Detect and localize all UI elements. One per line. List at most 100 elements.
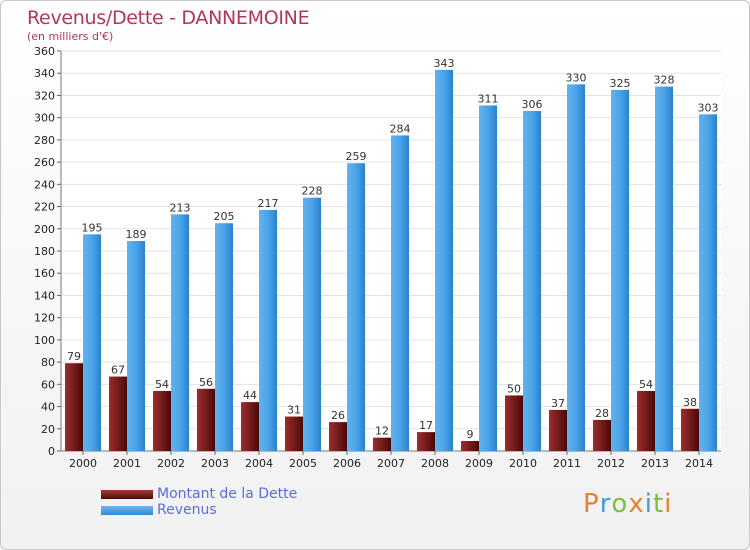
y-tick-label: 140 xyxy=(34,289,55,302)
revenue-bar xyxy=(215,223,233,451)
y-tick-label: 0 xyxy=(48,445,55,458)
revenue-value-label: 343 xyxy=(434,57,455,70)
debt-value-label: 17 xyxy=(419,419,433,432)
x-tick-label: 2009 xyxy=(465,457,493,470)
revenue-bar xyxy=(171,214,189,451)
revenue-value-label: 205 xyxy=(214,210,235,223)
debt-value-label: 9 xyxy=(467,428,474,441)
revenue-bar xyxy=(567,84,585,451)
x-tick-label: 2003 xyxy=(201,457,229,470)
debt-bar xyxy=(681,408,699,451)
debt-bar xyxy=(65,363,83,451)
debt-value-label: 67 xyxy=(111,364,125,377)
revenue-value-label: 213 xyxy=(170,201,191,214)
y-tick-label: 20 xyxy=(41,423,55,436)
revenue-bar xyxy=(83,234,101,451)
debt-value-label: 54 xyxy=(639,378,653,391)
revenue-value-label: 195 xyxy=(82,221,103,234)
debt-bar xyxy=(593,419,611,451)
y-tick-label: 240 xyxy=(34,178,55,191)
debt-value-label: 79 xyxy=(67,350,81,363)
debt-bar xyxy=(241,402,259,451)
debt-value-label: 54 xyxy=(155,378,169,391)
revenue-bar xyxy=(259,209,277,451)
y-tick-label: 360 xyxy=(34,45,55,58)
x-tick-label: 2008 xyxy=(421,457,449,470)
revenue-bar xyxy=(347,163,365,451)
debt-value-label: 37 xyxy=(551,397,565,410)
revenue-value-label: 303 xyxy=(698,101,719,114)
x-tick-label: 2011 xyxy=(553,457,581,470)
x-tick-label: 2005 xyxy=(289,457,317,470)
x-tick-label: 2000 xyxy=(69,457,97,470)
legend-swatch-revenue xyxy=(101,505,153,515)
logo-letter: i xyxy=(644,489,653,519)
logo-letter: o xyxy=(611,489,629,519)
debt-bar xyxy=(197,388,215,451)
debt-value-label: 38 xyxy=(683,396,697,409)
legend-label-revenue: Revenus xyxy=(157,502,217,518)
y-tick-label: 260 xyxy=(34,156,55,169)
debt-value-label: 26 xyxy=(331,409,345,422)
debt-value-label: 56 xyxy=(199,376,213,389)
y-tick-label: 340 xyxy=(34,67,55,80)
logo-letter: i xyxy=(664,489,673,519)
logo-letter: t xyxy=(652,489,665,519)
revenue-value-label: 306 xyxy=(522,98,543,111)
x-tick-label: 2012 xyxy=(597,457,625,470)
x-tick-label: 2004 xyxy=(245,457,273,470)
legend-item-revenue: Revenus xyxy=(101,502,297,518)
revenue-bar xyxy=(303,197,321,451)
legend-label-debt: Montant de la Dette xyxy=(157,486,298,502)
y-tick-label: 120 xyxy=(34,312,55,325)
revenue-bar xyxy=(523,111,541,451)
revenue-value-label: 284 xyxy=(390,122,411,135)
x-tick-label: 2013 xyxy=(641,457,669,470)
logo-letter: r xyxy=(599,489,612,519)
revenue-value-label: 330 xyxy=(566,71,587,84)
revenue-value-label: 228 xyxy=(302,185,323,198)
debt-value-label: 28 xyxy=(595,407,609,420)
revenue-value-label: 325 xyxy=(610,77,631,90)
legend-item-debt: Montant de la Dette xyxy=(101,486,297,502)
debt-bar xyxy=(329,422,347,451)
revenue-value-label: 217 xyxy=(258,197,279,210)
revenue-value-label: 189 xyxy=(126,228,147,241)
debt-value-label: 50 xyxy=(507,382,521,395)
y-tick-label: 60 xyxy=(41,378,55,391)
proxiti-logo: Proxiti xyxy=(583,489,672,519)
legend-swatch-debt xyxy=(101,489,153,499)
y-tick-label: 160 xyxy=(34,267,55,280)
debt-value-label: 44 xyxy=(243,389,257,402)
revenue-bar xyxy=(655,86,673,452)
debt-bar xyxy=(461,441,479,451)
revenue-value-label: 311 xyxy=(478,92,499,105)
y-tick-label: 280 xyxy=(34,134,55,147)
debt-value-label: 12 xyxy=(375,425,389,438)
y-tick-label: 320 xyxy=(34,89,55,102)
revenue-bar xyxy=(699,114,717,451)
x-tick-label: 2010 xyxy=(509,457,537,470)
debt-bar xyxy=(549,409,567,451)
y-tick-label: 220 xyxy=(34,201,55,214)
y-tick-label: 300 xyxy=(34,112,55,125)
revenue-bar xyxy=(435,69,453,451)
debt-bar xyxy=(505,395,523,451)
y-tick-label: 80 xyxy=(41,356,55,369)
legend: Montant de la Dette Revenus xyxy=(101,486,297,518)
debt-bar xyxy=(285,416,303,451)
logo-letter: P xyxy=(583,489,600,519)
debt-bar xyxy=(373,437,391,451)
revenue-value-label: 328 xyxy=(654,74,675,87)
revenue-bar xyxy=(479,105,497,451)
debt-bar xyxy=(637,391,655,451)
x-tick-label: 2006 xyxy=(333,457,361,470)
debt-bar xyxy=(153,391,171,451)
chart-title: Revenus/Dette - DANNEMOINE xyxy=(27,7,310,29)
x-tick-label: 2002 xyxy=(157,457,185,470)
y-tick-label: 100 xyxy=(34,334,55,347)
debt-bar xyxy=(109,376,127,451)
chart-subtitle: (en milliers d'€) xyxy=(27,30,114,43)
